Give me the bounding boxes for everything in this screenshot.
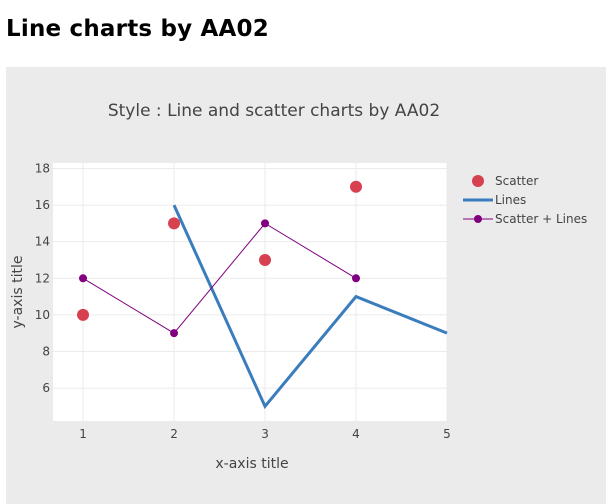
y-axis-title: y-axis title <box>10 256 26 329</box>
legend-marker-swatch <box>474 215 482 223</box>
legend-item[interactable]: Scatter + Lines <box>463 212 587 226</box>
y-tick-label: 16 <box>35 198 50 212</box>
x-tick-label: 4 <box>352 427 360 441</box>
y-tick-label: 10 <box>35 308 50 322</box>
series-line <box>82 222 357 334</box>
series-point[interactable] <box>352 274 361 283</box>
grid-lines <box>53 163 448 421</box>
y-tick-label: 14 <box>35 235 50 249</box>
x-tick-label: 2 <box>170 427 178 441</box>
plot-area <box>53 163 447 421</box>
page-title: Line charts by AA02 <box>6 16 269 42</box>
x-axis-title: x-axis title <box>215 456 288 472</box>
series-layer <box>77 180 448 410</box>
legend-label: Scatter + Lines <box>495 212 587 226</box>
legend-item[interactable]: Lines <box>463 193 526 207</box>
series-point[interactable] <box>77 308 90 321</box>
legend-label: Scatter <box>495 174 538 188</box>
y-tick-label: 6 <box>42 381 50 395</box>
series-point[interactable] <box>170 329 179 338</box>
chart-panel: Style : Line and scatter charts by AA02 … <box>6 67 606 504</box>
series-point[interactable] <box>168 217 181 230</box>
series-line <box>172 204 448 410</box>
y-tick-label: 8 <box>42 344 50 358</box>
series-point[interactable] <box>79 274 88 283</box>
chart-title: Style : Line and scatter charts by AA02 <box>108 101 440 121</box>
x-tick-label: 1 <box>79 427 87 441</box>
legend-item[interactable]: Scatter <box>472 174 538 188</box>
x-tick-label: 3 <box>261 427 269 441</box>
chart: Style : Line and scatter charts by AA02 … <box>10 101 587 472</box>
series-point[interactable] <box>259 253 272 266</box>
y-tick-label: 12 <box>35 271 50 285</box>
series-point[interactable] <box>261 219 270 228</box>
y-tick-label: 18 <box>35 161 50 175</box>
legend[interactable]: Scatter Lines Scatter + Lines <box>463 174 587 226</box>
legend-label: Lines <box>495 193 526 207</box>
x-tick-label: 5 <box>443 427 451 441</box>
series-point[interactable] <box>350 180 363 193</box>
legend-marker-swatch <box>472 175 484 187</box>
